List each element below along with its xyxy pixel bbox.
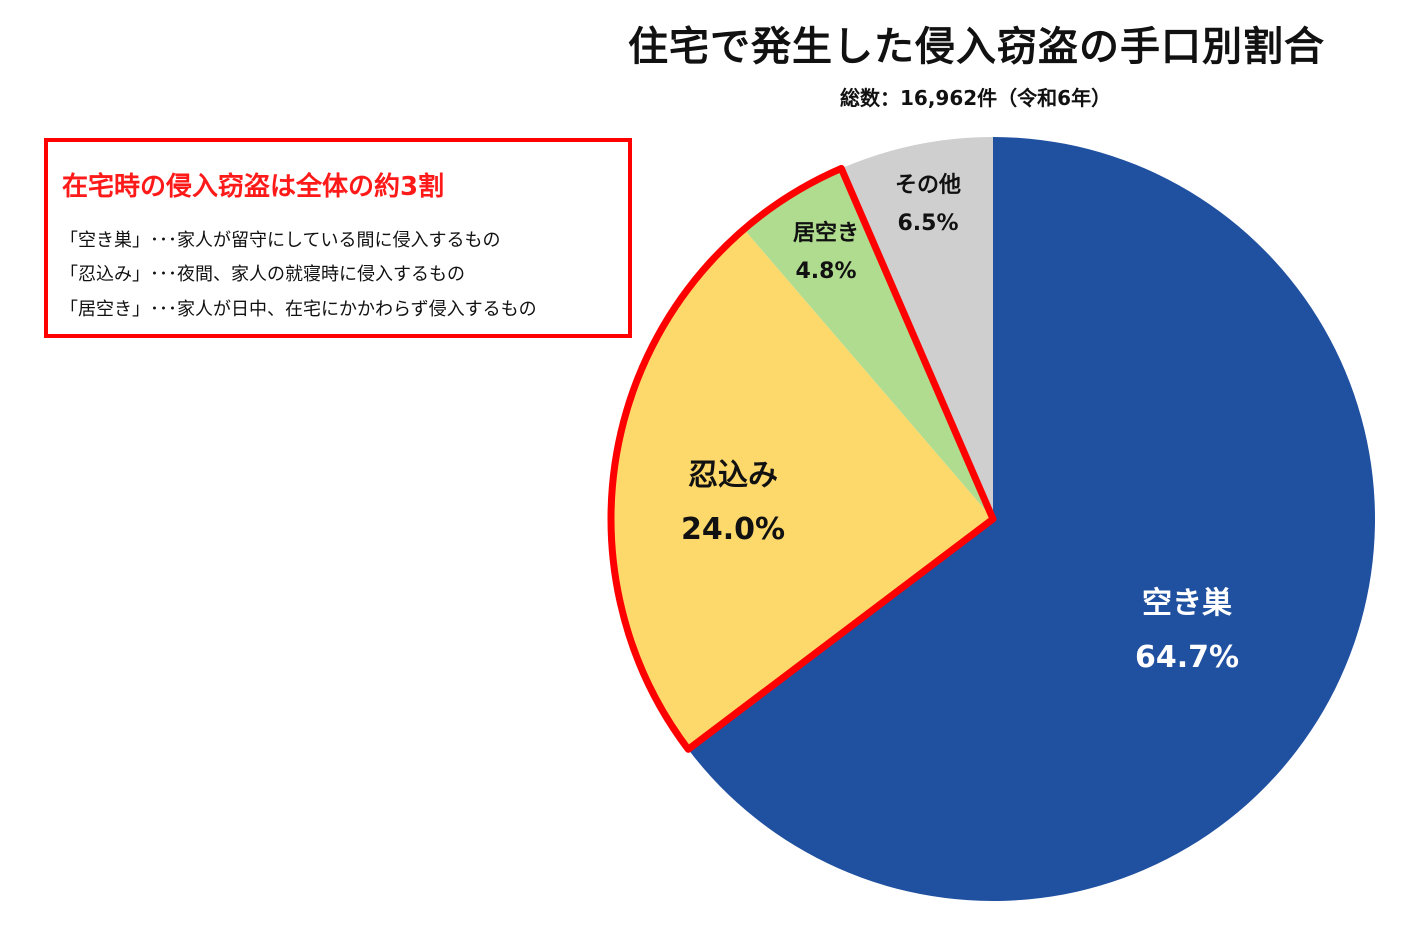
slice-name: 居空き xyxy=(792,221,860,246)
slice-label-shinobikomi: 忍込み 24.0% xyxy=(681,450,785,547)
callout-definition-shinobikomi: 「忍込み」･･･夜間、家人の就寝時に侵入するもの xyxy=(60,264,465,285)
callout-definition-akisu: 「空き巣」･･･家人が留守にしている間に侵入するもの xyxy=(60,230,501,251)
slice-name: 空き巣 xyxy=(1141,586,1232,621)
slice-akisu xyxy=(688,137,1375,901)
slice-value: 4.8% xyxy=(795,259,857,284)
slice-label-other: その他 6.5% xyxy=(895,167,961,236)
slice-shinobikomi xyxy=(611,229,993,750)
slice-name: その他 xyxy=(894,173,962,198)
slice-value: 6.5% xyxy=(897,211,959,236)
slice-label-akisu: 空き巣 64.7% xyxy=(1135,578,1239,675)
slice-name: 忍込み xyxy=(687,458,778,493)
slice-value: 64.7% xyxy=(1134,640,1240,675)
slice-iaki xyxy=(743,168,993,520)
highlight-outline xyxy=(607,164,997,753)
callout-definition-iaki: 「居空き」･･･家人が日中、在宅にかかわらず侵入するもの xyxy=(60,299,537,320)
chart-title: 住宅で発生した侵入窃盗の手口別割合 xyxy=(628,24,1325,70)
slice-value: 24.0% xyxy=(680,512,786,547)
annotation-callout: 在宅時の侵入窃盗は全体の約3割 「空き巣」･･･家人が留守にしている間に侵入する… xyxy=(44,138,632,338)
slice-label-iaki: 居空き 4.8% xyxy=(793,215,859,284)
callout-heading: 在宅時の侵入窃盗は全体の約3割 xyxy=(62,172,445,202)
chart-subtitle: 総数：16,962件（令和6年） xyxy=(840,86,1112,110)
